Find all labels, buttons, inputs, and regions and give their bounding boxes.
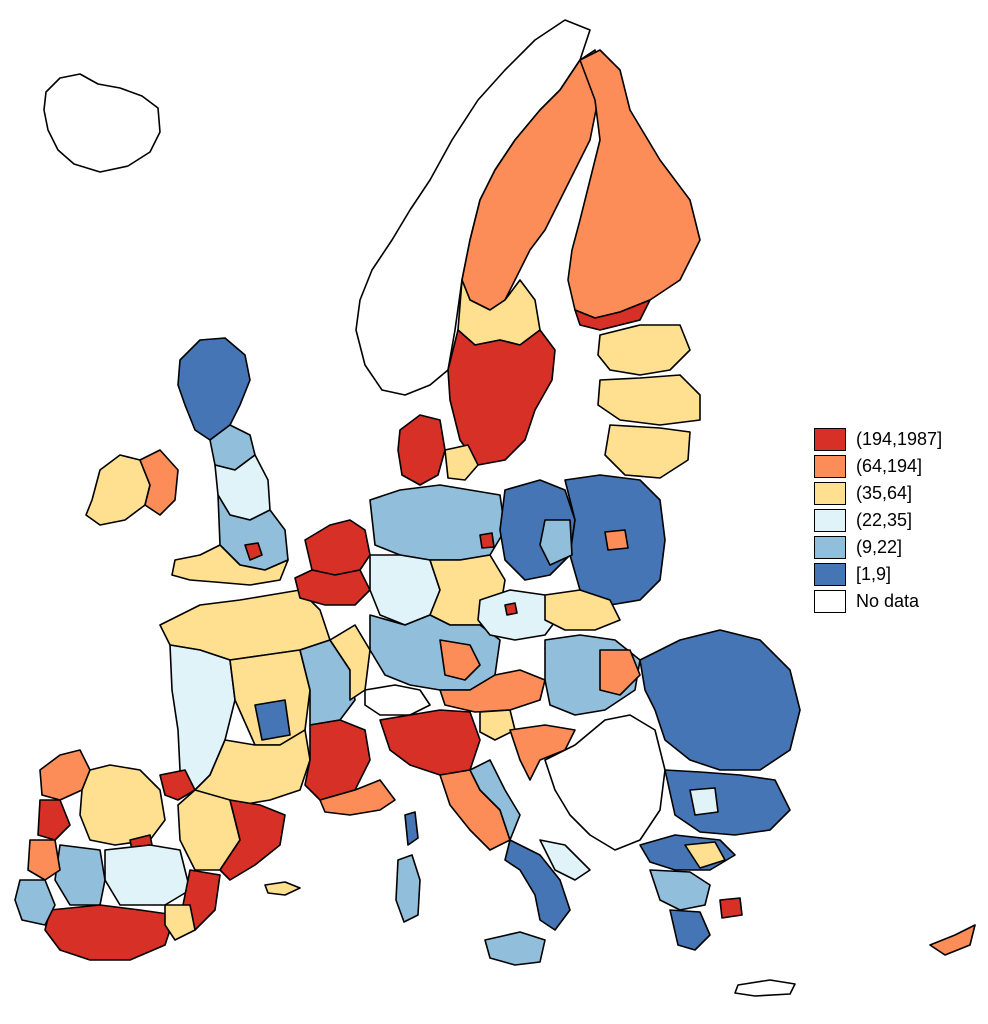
region-austria	[439, 669, 546, 713]
legend-swatch	[814, 455, 846, 478]
map-legend: (194,1987] (64,194] (35,64] (22,35] (9,2…	[814, 426, 942, 615]
region-bulgaria-sw	[689, 787, 719, 816]
region-italy-adriatic	[469, 759, 521, 841]
region-balkans	[544, 714, 666, 851]
legend-item: (9,22]	[814, 534, 942, 561]
region-auvergne	[254, 699, 291, 741]
legend-swatch	[814, 428, 846, 451]
region-castilla-leon	[79, 764, 166, 846]
legend-item: (64,194]	[814, 453, 942, 480]
legend-swatch	[814, 482, 846, 505]
legend-item: (22,35]	[814, 507, 942, 534]
region-latvia	[597, 374, 701, 426]
region-switzerland	[364, 684, 431, 716]
region-ireland-west	[85, 454, 151, 526]
region-corsica	[404, 811, 419, 846]
region-finland-south	[574, 299, 651, 331]
region-england-south	[171, 544, 289, 586]
legend-label: [1,9]	[856, 564, 892, 584]
region-catalonia	[219, 799, 286, 881]
region-hungary-east	[599, 649, 641, 696]
region-romania	[639, 629, 801, 771]
region-portugal-north	[37, 799, 71, 841]
region-sweden-south	[447, 329, 556, 466]
region-portugal-center	[27, 839, 61, 881]
legend-label: (9,22]	[856, 537, 903, 557]
region-paca	[319, 779, 396, 816]
region-portugal-south	[14, 879, 56, 926]
region-bavaria	[439, 639, 481, 681]
region-murcia	[164, 904, 196, 941]
region-cyprus	[929, 924, 976, 956]
region-london	[244, 542, 263, 561]
region-denmark	[397, 414, 446, 486]
region-iceland	[43, 73, 161, 173]
legend-label: No data	[856, 591, 920, 611]
legend-item: (194,1987]	[814, 426, 942, 453]
region-balearics	[264, 881, 301, 896]
legend-swatch	[814, 509, 846, 532]
region-germany-south	[369, 614, 501, 691]
region-extremadura	[54, 844, 106, 906]
region-peloponnese	[669, 909, 711, 951]
region-warsaw	[604, 529, 629, 551]
region-basque	[159, 769, 196, 801]
region-czechia	[477, 589, 561, 641]
legend-swatch	[814, 536, 846, 559]
region-italy-north	[379, 709, 481, 776]
region-estonia	[597, 324, 691, 376]
legend-item: (35,64]	[814, 480, 942, 507]
region-crete	[734, 979, 796, 997]
region-greece-central	[649, 869, 711, 911]
legend-label: (64,194]	[856, 456, 923, 476]
region-lithuania	[604, 424, 691, 479]
region-denmark-east	[444, 444, 479, 481]
region-poland-central	[539, 519, 573, 566]
legend-swatch	[814, 590, 846, 613]
region-prague	[504, 602, 518, 616]
legend-swatch	[814, 563, 846, 586]
region-puglia	[539, 839, 591, 881]
legend-label: (194,1987]	[856, 429, 943, 449]
region-slovenia	[479, 709, 516, 741]
region-castilla-mancha	[104, 844, 191, 906]
region-sardinia	[395, 854, 421, 923]
region-scotland	[177, 337, 251, 441]
legend-label: (35,64]	[856, 483, 913, 503]
region-berlin	[479, 532, 495, 549]
region-thessaly	[684, 841, 726, 869]
region-sicily	[484, 931, 546, 966]
region-italy-south	[504, 839, 571, 931]
region-attica	[719, 897, 743, 919]
region-slovakia	[544, 589, 621, 631]
region-netherlands	[304, 519, 371, 576]
region-germany-north	[369, 484, 506, 561]
region-croatia	[509, 724, 576, 781]
legend-label: (22,35]	[856, 510, 913, 530]
legend-item: [1,9]	[814, 561, 942, 588]
region-ireland-east	[139, 449, 179, 516]
region-bulgaria	[664, 769, 791, 836]
region-andalusia	[44, 904, 176, 961]
region-belgium	[294, 569, 371, 606]
legend-item: No data	[814, 588, 942, 615]
